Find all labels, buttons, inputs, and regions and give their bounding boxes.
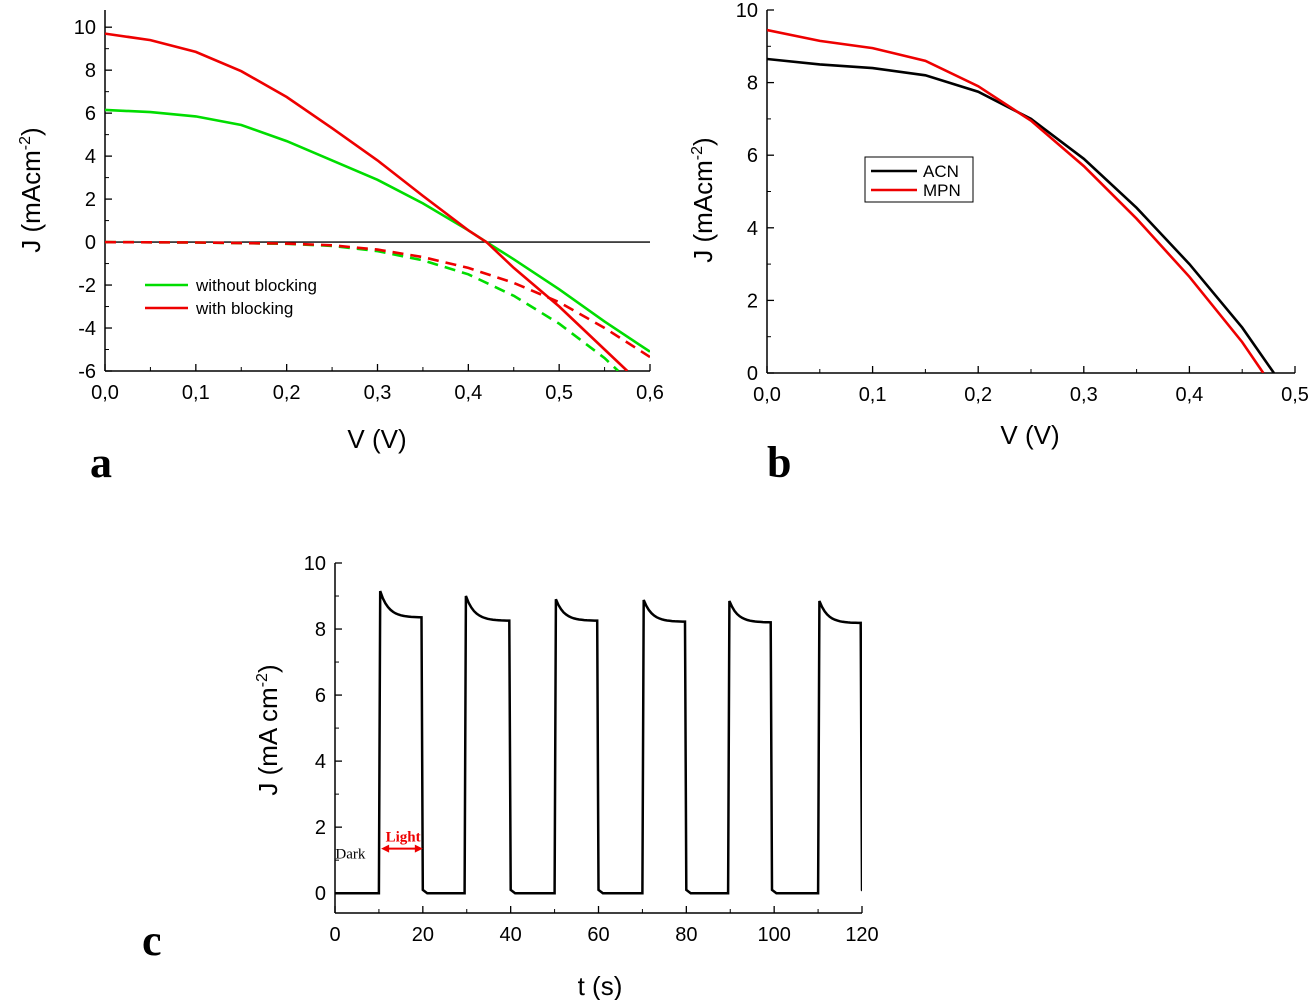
panel-c-y-tick-label: 2 bbox=[315, 817, 326, 839]
panel-c-y-tick-label: 8 bbox=[315, 619, 326, 641]
panel-c-series-line-photocurrent bbox=[335, 590, 862, 895]
panel-a-x-tick-label: 0,2 bbox=[273, 382, 301, 404]
panel-a-x-tick-label: 0,0 bbox=[91, 382, 119, 404]
panel-b-y-tick-label: 0 bbox=[747, 363, 758, 385]
panel-b-y-axis-title-sup: -2 bbox=[689, 146, 706, 160]
panel-a-y-axis-title: J (mAcm-2) bbox=[16, 127, 46, 252]
panel-a-y-tick-label: -2 bbox=[78, 275, 96, 297]
panel-a-y-tick-label: 10 bbox=[74, 17, 96, 39]
panel-b-y-tick-label: 4 bbox=[747, 218, 758, 240]
panel-b-series-group bbox=[767, 28, 1275, 373]
panel-a-x-tick-label: 0,3 bbox=[364, 382, 392, 404]
panel-a-x-tick-label: 0,5 bbox=[545, 382, 573, 404]
panel-c-x-tick-label: 60 bbox=[587, 924, 609, 946]
panel-c-y-tick-label: 0 bbox=[315, 883, 326, 905]
panel-c-annotations: Dark Light bbox=[335, 830, 423, 863]
panel-b-x-tick-label: 0,4 bbox=[1175, 384, 1203, 406]
panel-c-y-axis-title: J (mA cm-2) bbox=[253, 664, 283, 795]
panel-c-x-tick-label: 120 bbox=[845, 924, 878, 946]
panel-b-y-axis-title: J (mAcm-2) bbox=[688, 137, 718, 262]
panel-c-light-arrow-head-right bbox=[414, 844, 423, 853]
panel-b-legend-label: ACN bbox=[923, 162, 959, 181]
panel-b-x-tick-label: 0,2 bbox=[964, 384, 992, 406]
panel-a-y-axis-title-sup: -2 bbox=[17, 136, 34, 150]
panel-b-series-line-1 bbox=[767, 28, 1265, 373]
panel-a-series-line-3 bbox=[105, 240, 650, 359]
panel-a-legend-label: without blocking bbox=[195, 276, 317, 295]
panel-c-y-axis-title-sup: -2 bbox=[254, 673, 271, 687]
panel-a-plot-area: 0,0 0,1 0,2 0,3 0,4 0,5 0,6 -6 -4 -2 0 2 4 6 8 10 withou… bbox=[74, 10, 664, 404]
panel-a-x-tick-label: 0,6 bbox=[636, 382, 664, 404]
panel-a-x-axis-title: V (V) bbox=[347, 424, 406, 454]
panel-b-x-tick-label: 0,1 bbox=[859, 384, 887, 406]
panel-b-y-axis-title-main: J (mAcm bbox=[688, 160, 718, 263]
panel-c-x-tick-label: 20 bbox=[412, 924, 434, 946]
panel-b-y-tick-label: 10 bbox=[736, 0, 758, 22]
panel-c-y-axis-title-end: ) bbox=[253, 664, 283, 673]
panel-c-series-group bbox=[335, 590, 862, 895]
panel-a-x-tick-label: 0,4 bbox=[454, 382, 482, 404]
panel-c-annotation-dark: Dark bbox=[335, 847, 365, 863]
panel-a-y-axis-title-end: ) bbox=[16, 127, 46, 136]
panel-a-y-tick-label: 8 bbox=[85, 60, 96, 82]
panel-b-legend-box bbox=[864, 156, 974, 203]
panel-a-y-tick-label: 2 bbox=[85, 189, 96, 211]
panel-c-chart: 0 20 40 60 80 100 120 0 2 4 6 8 10 Dark Light t (s) J … bbox=[142, 553, 879, 1000]
panel-b-x-tick-label: 0,3 bbox=[1070, 384, 1098, 406]
panel-b-series-line-0 bbox=[767, 57, 1275, 373]
panel-c-x-axis-title: t (s) bbox=[578, 971, 623, 1000]
panel-b-x-tick-label: 0,0 bbox=[753, 384, 781, 406]
panel-c-x-tick-label: 0 bbox=[329, 924, 340, 946]
panel-a-label: a bbox=[90, 438, 112, 487]
panel-b-y-tick-label: 6 bbox=[747, 145, 758, 167]
panel-a-series-group bbox=[105, 32, 650, 371]
panel-b-x-tick-label: 0,5 bbox=[1281, 384, 1309, 406]
panel-a-y-tick-label: -4 bbox=[78, 318, 96, 340]
panel-b-y-tick-label: 2 bbox=[747, 290, 758, 312]
panel-a-series-line-0 bbox=[105, 108, 650, 353]
panel-a-y-tick-label: 4 bbox=[85, 146, 96, 168]
panel-a-chart: 0,0 0,1 0,2 0,3 0,4 0,5 0,6 -6 -4 -2 0 2 4 6 8 10 withou… bbox=[16, 10, 664, 487]
panel-c-annotation-light: Light bbox=[386, 830, 421, 846]
panel-a-series-line-1 bbox=[105, 32, 629, 371]
panel-c-x-tick-label: 80 bbox=[675, 924, 697, 946]
panel-c-x-tick-label: 100 bbox=[757, 924, 790, 946]
panel-a-y-tick-label: 0 bbox=[85, 232, 96, 254]
panel-c-y-tick-label: 10 bbox=[304, 553, 326, 575]
panel-a-y-tick-label: -6 bbox=[78, 361, 96, 383]
panel-c-x-tick-label: 40 bbox=[500, 924, 522, 946]
panel-a-y-tick-label: 6 bbox=[85, 103, 96, 125]
panel-a-y-axis-title-main: J (mAcm bbox=[16, 150, 46, 253]
panel-a-x-tick-label: 0,1 bbox=[182, 382, 210, 404]
panel-c-plot-area: 0 20 40 60 80 100 120 0 2 4 6 8 10 Dark Light bbox=[304, 553, 879, 946]
panel-c-label: c bbox=[142, 916, 162, 965]
panel-a-legend-label: with blocking bbox=[195, 299, 293, 318]
panel-c-light-arrow-head-left bbox=[381, 844, 390, 853]
panel-b-y-axis-title-end: ) bbox=[688, 137, 718, 146]
panel-a-series-line-2 bbox=[105, 240, 620, 371]
panel-b-y-tick-label: 8 bbox=[747, 73, 758, 95]
panel-c-y-axis-title-main: J (mA cm bbox=[253, 687, 283, 795]
panel-b-x-axis-title: V (V) bbox=[1000, 420, 1059, 450]
panel-b-legend-label: MPN bbox=[923, 181, 961, 200]
panel-a-legend: without blocking with blocking bbox=[145, 276, 317, 318]
panel-b-label: b bbox=[767, 438, 791, 487]
panel-c-y-tick-label: 4 bbox=[315, 751, 326, 773]
panel-c-y-tick-label: 6 bbox=[315, 685, 326, 707]
